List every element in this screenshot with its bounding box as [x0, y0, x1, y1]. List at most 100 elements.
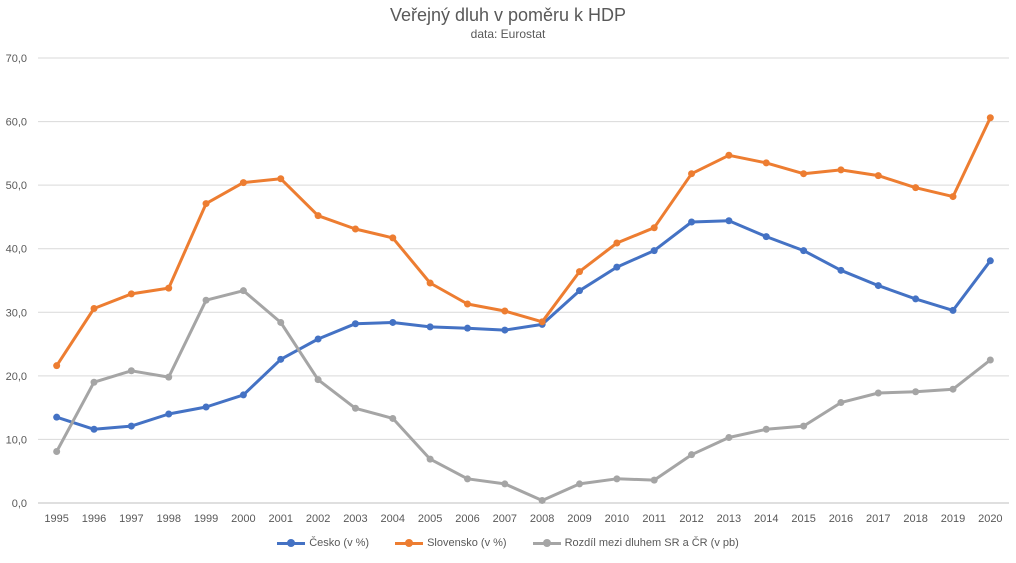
data-point [90, 378, 98, 386]
data-point [426, 455, 434, 463]
data-point [501, 326, 509, 334]
data-point [986, 356, 994, 364]
data-point [463, 324, 471, 332]
x-tick-label: 2005 [418, 513, 442, 525]
data-point [202, 403, 210, 411]
data-point [314, 335, 322, 343]
data-point [986, 257, 994, 265]
data-point [351, 404, 359, 412]
data-point [165, 373, 173, 381]
y-tick-label: 40,0 [6, 244, 27, 256]
series-lines [53, 114, 994, 504]
data-point [874, 389, 882, 397]
x-tick-label: 2011 [642, 513, 666, 525]
x-tick-label: 1996 [82, 513, 106, 525]
series-line-2 [55, 289, 992, 502]
data-point [389, 318, 397, 326]
data-point [90, 304, 98, 312]
legend: Česko (v %) Slovensko (v %) Rozdíl mezi … [0, 537, 1016, 549]
y-tick-label: 10,0 [6, 434, 27, 446]
data-point [277, 355, 285, 363]
data-point [949, 193, 957, 201]
data-point [762, 159, 770, 167]
data-point [800, 170, 808, 178]
data-point [613, 263, 621, 271]
data-point [277, 318, 285, 326]
data-point [949, 306, 957, 314]
data-point [874, 282, 882, 290]
data-point [127, 422, 135, 430]
data-point [576, 268, 584, 276]
legend-item-cesko: Česko (v %) [277, 537, 369, 549]
series-line-1 [55, 116, 992, 368]
data-point [576, 480, 584, 488]
x-tick-label: 2020 [978, 513, 1002, 525]
x-tick-label: 2015 [791, 513, 815, 525]
data-point [501, 480, 509, 488]
data-point [165, 410, 173, 418]
data-point [127, 290, 135, 298]
x-tick-label: 1997 [119, 513, 143, 525]
x-tick-label: 2012 [679, 513, 703, 525]
data-point [688, 170, 696, 178]
x-tick-label: 2019 [941, 513, 965, 525]
data-point [53, 362, 61, 370]
x-tick-label: 2003 [343, 513, 367, 525]
legend-label-rozdil: Rozdíl mezi dluhem SR a ČR (v pb) [564, 537, 739, 549]
data-point [165, 284, 173, 292]
data-point [912, 388, 920, 396]
data-point [53, 413, 61, 421]
x-tick-label: 2006 [455, 513, 479, 525]
x-tick-label: 1995 [44, 513, 68, 525]
data-point [725, 151, 733, 159]
y-tick-label: 70,0 [6, 53, 27, 65]
data-point [277, 175, 285, 183]
data-point [351, 320, 359, 328]
data-point [576, 287, 584, 295]
legend-swatch-cesko [277, 538, 306, 548]
chart-subtitle: data: Eurostat [470, 27, 546, 41]
legend-item-rozdil: Rozdíl mezi dluhem SR a ČR (v pb) [532, 537, 739, 549]
y-axis-tick-labels: 0,0 10,0 20,0 30,0 40,0 50,0 60,0 70,0 [6, 53, 27, 510]
data-point [688, 218, 696, 226]
data-point [837, 266, 845, 274]
data-point [463, 475, 471, 483]
data-point [90, 425, 98, 433]
data-point [837, 399, 845, 407]
x-tick-label: 2018 [903, 513, 927, 525]
data-point [239, 287, 247, 295]
data-point [613, 239, 621, 247]
data-point [949, 385, 957, 393]
data-point [426, 279, 434, 287]
data-point [762, 233, 770, 241]
data-point [800, 247, 808, 255]
y-tick-label: 50,0 [6, 180, 27, 192]
data-point [613, 475, 621, 483]
x-tick-label: 2014 [754, 513, 778, 525]
x-tick-label: 2010 [605, 513, 629, 525]
data-point [912, 295, 920, 303]
data-point [389, 414, 397, 422]
data-point [650, 224, 658, 232]
data-point [837, 166, 845, 174]
data-point [314, 212, 322, 220]
data-point [501, 307, 509, 315]
x-tick-label: 1998 [156, 513, 180, 525]
data-point [650, 247, 658, 255]
legend-swatch-rozdil [532, 538, 561, 548]
data-point [912, 184, 920, 192]
data-point [239, 391, 247, 399]
x-tick-label: 2009 [567, 513, 591, 525]
data-point [351, 225, 359, 233]
legend-swatch-slovensko [395, 538, 424, 548]
x-tick-label: 2013 [717, 513, 741, 525]
y-tick-label: 60,0 [6, 117, 27, 129]
data-point [202, 296, 210, 304]
x-tick-label: 1999 [194, 513, 218, 525]
series-line-0 [55, 219, 992, 431]
data-point [239, 179, 247, 187]
data-point [725, 434, 733, 442]
chart-title: Veřejný dluh v poměru k HDP [389, 5, 627, 25]
data-point [874, 172, 882, 180]
